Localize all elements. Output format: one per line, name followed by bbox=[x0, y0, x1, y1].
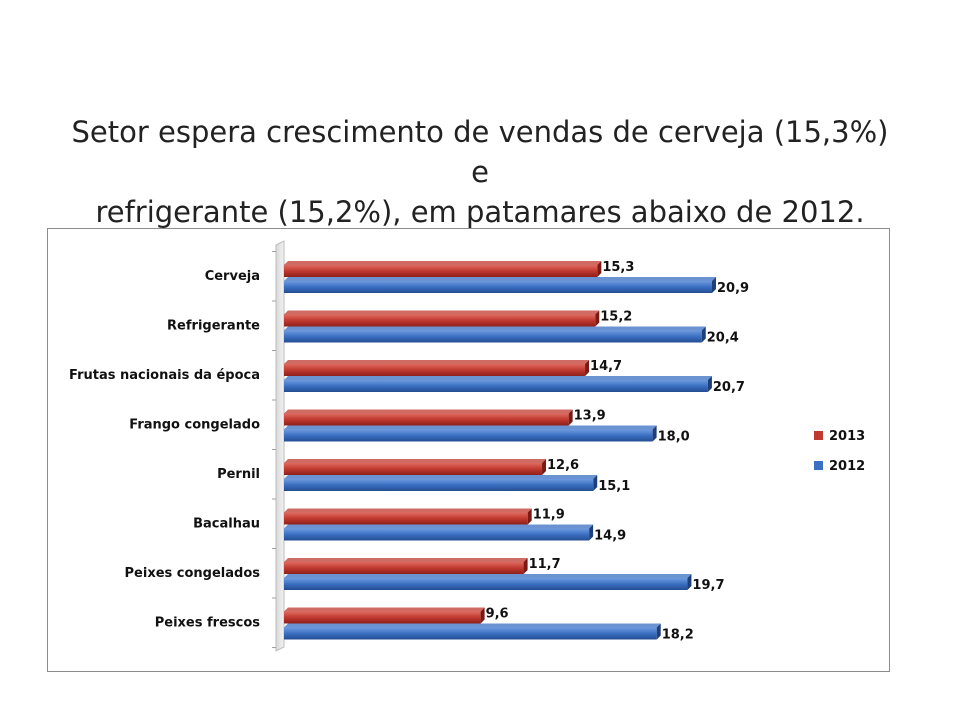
bar-top-face bbox=[284, 623, 661, 628]
bar-top-face bbox=[284, 326, 706, 331]
bar-top-face bbox=[284, 425, 657, 430]
data-label: 14,7 bbox=[590, 359, 622, 374]
data-label: 11,9 bbox=[533, 508, 565, 523]
bar-end-face bbox=[597, 261, 602, 277]
bar-end-face bbox=[707, 376, 712, 392]
data-label: 9,6 bbox=[486, 607, 509, 622]
bar-end-face bbox=[589, 524, 594, 541]
category-label: Frango congelado bbox=[129, 418, 260, 433]
bar-chart: Cerveja 15,3 20,9 Refrigerante 15,2 20,4 Fruta… bbox=[69, 240, 865, 652]
bar-top-face bbox=[284, 574, 692, 578]
bar-2013 bbox=[284, 314, 596, 327]
bar-top-face bbox=[284, 277, 716, 281]
bar-2012 bbox=[284, 330, 702, 343]
data-label: 13,9 bbox=[574, 409, 606, 424]
bar-end-face bbox=[595, 310, 600, 327]
bar-end-face bbox=[712, 277, 716, 293]
bar-end-face bbox=[701, 326, 706, 343]
bar-end-face bbox=[480, 607, 485, 624]
bar-2013 bbox=[284, 611, 481, 624]
category-label: Refrigerante bbox=[167, 319, 260, 334]
bar-2012 bbox=[284, 479, 594, 491]
bar-end-face bbox=[593, 475, 598, 491]
data-label: 19,7 bbox=[692, 578, 724, 593]
data-label: 20,9 bbox=[717, 281, 749, 296]
bar-2012 bbox=[284, 281, 712, 293]
data-label: 12,6 bbox=[547, 458, 579, 473]
chart-area: Cerveja 15,3 20,9 Refrigerante 15,2 20,4 Fruta… bbox=[47, 228, 890, 672]
bar-top-face bbox=[284, 475, 598, 479]
slide-title: Setor espera crescimento de vendas de ce… bbox=[60, 112, 900, 232]
bar-end-face bbox=[652, 425, 657, 442]
bar-2012 bbox=[284, 380, 708, 392]
bar-top-face bbox=[284, 261, 602, 265]
legend-swatch bbox=[814, 461, 823, 470]
data-label: 18,0 bbox=[658, 430, 690, 445]
category-label: Pernil bbox=[217, 467, 260, 482]
bar-top-face bbox=[284, 524, 594, 529]
category-label: Frutas nacionais da época bbox=[69, 368, 260, 383]
bar-2013 bbox=[284, 562, 524, 574]
axis-wall bbox=[275, 240, 285, 652]
data-label: 15,2 bbox=[600, 310, 632, 325]
bar-top-face bbox=[284, 558, 528, 562]
data-label: 15,1 bbox=[598, 479, 630, 494]
category-label: Peixes frescos bbox=[155, 616, 261, 631]
bar-end-face bbox=[656, 623, 661, 640]
data-label: 15,3 bbox=[602, 260, 634, 275]
bar-end-face bbox=[542, 459, 547, 475]
category-label: Cerveja bbox=[205, 269, 260, 284]
bar-2012 bbox=[284, 627, 657, 640]
category-label: Peixes congelados bbox=[125, 566, 261, 581]
data-label: 20,7 bbox=[713, 380, 745, 395]
bar-top-face bbox=[284, 310, 600, 315]
bar-2013 bbox=[284, 364, 586, 376]
slide-title-line-2: refrigerante (15,2%), em patamares abaix… bbox=[95, 195, 865, 229]
bar-2012 bbox=[284, 578, 688, 590]
data-label: 18,2 bbox=[662, 628, 694, 643]
bar-end-face bbox=[568, 409, 573, 426]
data-label: 20,4 bbox=[707, 331, 739, 346]
bar-end-face bbox=[585, 360, 590, 376]
category-label: Bacalhau bbox=[193, 517, 260, 532]
bar-top-face bbox=[284, 360, 590, 364]
bar-2012 bbox=[284, 528, 590, 541]
bar-end-face bbox=[687, 574, 692, 590]
bar-end-face bbox=[527, 508, 532, 525]
bar-2013 bbox=[284, 463, 543, 475]
bar-top-face bbox=[284, 607, 485, 612]
bar-2013 bbox=[284, 413, 569, 426]
legend-label: 2013 bbox=[829, 429, 865, 444]
bar-top-face bbox=[284, 409, 573, 414]
bar-2013 bbox=[284, 265, 598, 277]
bar-end-face bbox=[523, 558, 528, 574]
bar-top-face bbox=[284, 376, 712, 380]
data-label: 14,9 bbox=[594, 529, 626, 544]
bar-top-face bbox=[284, 459, 547, 463]
legend-swatch bbox=[814, 431, 823, 440]
bar-2012 bbox=[284, 429, 653, 442]
slide-title-line-1: Setor espera crescimento de vendas de ce… bbox=[71, 115, 889, 189]
bar-top-face bbox=[284, 508, 532, 513]
data-label: 11,7 bbox=[529, 557, 561, 572]
bar-2013 bbox=[284, 512, 528, 525]
legend-label: 2012 bbox=[829, 459, 865, 474]
